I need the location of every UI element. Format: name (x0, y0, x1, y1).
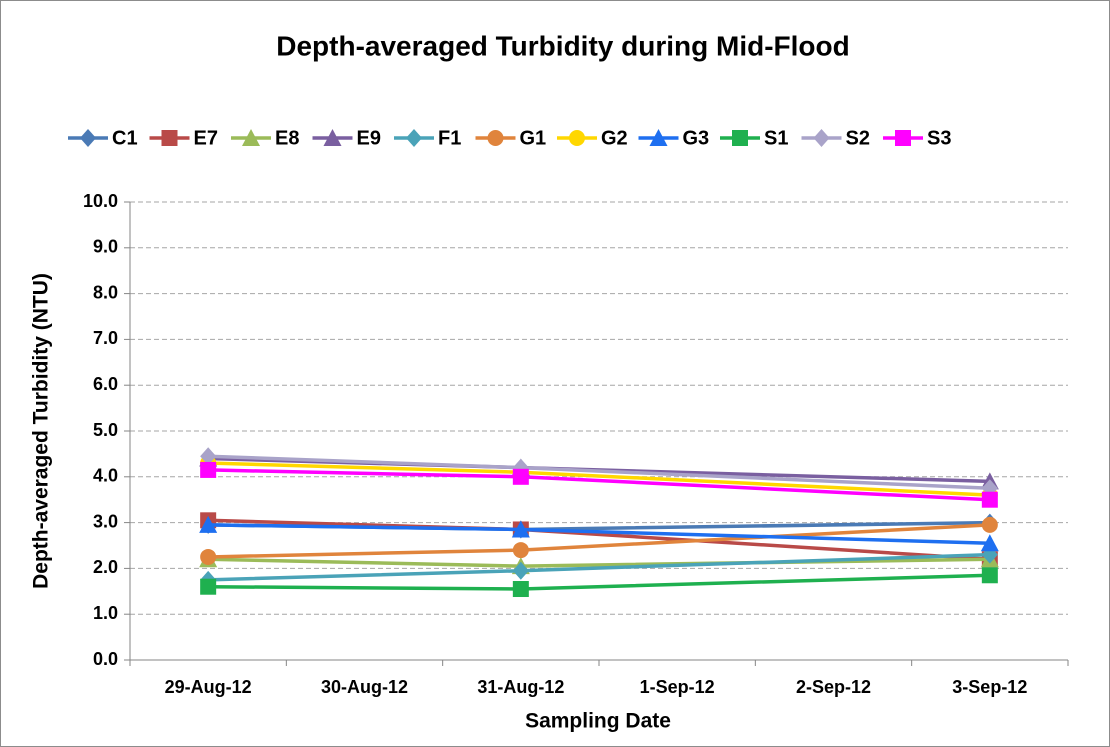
legend-label: C1 (112, 127, 138, 149)
marker (242, 129, 260, 146)
marker (200, 548, 217, 565)
marker (895, 130, 911, 146)
y-tick-label: 6.0 (93, 374, 118, 394)
x-tick-label: 2-Sep-12 (796, 677, 871, 697)
chart-title: Depth-averaged Turbidity during Mid-Floo… (276, 30, 849, 61)
marker (80, 129, 96, 147)
marker (323, 129, 342, 146)
marker (406, 129, 422, 147)
marker (200, 447, 217, 466)
legend-label: S1 (764, 127, 788, 149)
y-tick-label: 0.0 (93, 649, 118, 669)
y-tick-label: 4.0 (93, 466, 118, 486)
marker (199, 515, 218, 533)
x-tick-label: 3-Sep-12 (952, 677, 1027, 697)
legend-label: E8 (275, 127, 299, 149)
x-tick-label: 30-Aug-12 (321, 677, 408, 697)
marker (512, 561, 529, 580)
legend-label: S2 (846, 127, 870, 149)
marker (981, 516, 998, 533)
y-tick-label: 5.0 (93, 420, 118, 440)
y-tick-label: 3.0 (93, 511, 118, 531)
marker (569, 130, 585, 146)
legend-label: G1 (520, 127, 547, 149)
x-tick-label: 31-Aug-12 (477, 677, 564, 697)
legend-label: G3 (683, 127, 710, 149)
y-tick-label: 8.0 (93, 282, 118, 302)
y-axis-title: Depth-averaged Turbidity (NTU) (30, 273, 53, 589)
marker (487, 130, 504, 146)
y-tick-label: 7.0 (93, 328, 118, 348)
legend-label: S3 (927, 127, 951, 149)
x-tick-label: 1-Sep-12 (640, 677, 715, 697)
y-tick-label: 9.0 (93, 237, 118, 257)
marker (981, 567, 998, 584)
marker (512, 468, 529, 485)
marker (200, 578, 217, 595)
marker (813, 129, 830, 147)
marker (512, 542, 529, 559)
marker (512, 581, 529, 598)
legend-label: F1 (438, 127, 461, 149)
marker (981, 491, 998, 508)
legend-label: G2 (601, 127, 628, 149)
y-tick-label: 2.0 (93, 557, 118, 577)
legend-label: E7 (194, 127, 218, 149)
x-tick-label: 29-Aug-12 (165, 677, 252, 697)
legend-label: E9 (357, 127, 381, 149)
marker (980, 534, 999, 552)
x-axis-title: Sampling Date (525, 710, 671, 733)
marker (200, 461, 217, 478)
y-tick-label: 1.0 (93, 603, 118, 623)
marker (732, 130, 748, 146)
marker (511, 520, 530, 538)
marker (161, 130, 178, 146)
marker (649, 129, 668, 146)
y-tick-label: 10.0 (83, 191, 118, 211)
